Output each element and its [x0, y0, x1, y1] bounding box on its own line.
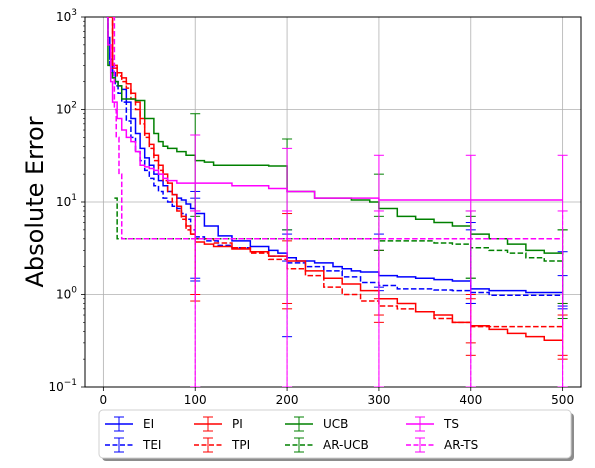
y-tick-label: 102: [56, 101, 77, 117]
legend-item-ar-ts: AR-TS: [406, 437, 478, 453]
errorbar-ar-ts: [465, 210, 476, 387]
series-line-tei: [106, 17, 563, 297]
y-tick-label: 100: [56, 286, 77, 302]
legend-item-ar-ucb: AR-UCB: [285, 437, 369, 453]
y-tick-base: 10: [56, 288, 71, 302]
legend-box: [98, 409, 572, 459]
legend-item-ucb: UCB: [285, 416, 348, 432]
legend-label: TPI: [231, 438, 250, 452]
y-tick-label: 10−1: [48, 378, 77, 394]
legend-label: AR-TS: [444, 438, 478, 452]
y-tick-base: 10: [48, 380, 63, 394]
errorbar-ts: [282, 147, 293, 387]
series-line-ei: [106, 17, 563, 294]
y-tick-base: 10: [56, 103, 71, 117]
y-tick-exponent: 2: [71, 101, 77, 111]
y-tick-exponent: 0: [71, 286, 77, 296]
series-line-pi: [107, 17, 563, 342]
errorbar-ar-ts: [190, 210, 201, 387]
x-tick-label: 500: [551, 393, 574, 407]
series-line-ts: [106, 17, 563, 201]
errorbar-ar-ts: [373, 210, 384, 387]
y-tick-exponent: 3: [71, 8, 77, 18]
y-tick-base: 10: [56, 195, 71, 209]
legend-label: EI: [143, 417, 154, 431]
x-tick-label: 200: [276, 393, 299, 407]
y-tick-exponent: 1: [71, 193, 77, 203]
y-tick-base: 10: [56, 10, 71, 24]
legend-item-pi: PI: [194, 416, 243, 432]
legend-item-ts: TS: [406, 416, 459, 432]
legend-label: TEI: [142, 438, 161, 452]
legend-item-tei: TEI: [105, 437, 161, 453]
legend-item-tpi: TPI: [194, 437, 250, 453]
plot-data: [106, 17, 568, 387]
legend-item-ei: EI: [105, 416, 154, 432]
errorbar-ar-ts: [557, 210, 568, 387]
series-line-ucb: [106, 17, 564, 255]
legend-label: AR-UCB: [323, 438, 369, 452]
grid: [85, 16, 581, 388]
legend: EI TEI PI TPI UCB AR-UCB TS AR-TS: [98, 409, 574, 461]
legend-label: UCB: [323, 417, 348, 431]
series-line-ar-ts: [112, 17, 563, 240]
y-tick-label: 101: [56, 193, 77, 209]
x-tick-label: 100: [184, 393, 207, 407]
y-tick-label: 103: [56, 8, 77, 24]
x-tick-label: 400: [459, 393, 482, 407]
x-tick-label: 300: [367, 393, 390, 407]
errorbar-ts: [190, 134, 201, 387]
y-axis-label: Absolute Error: [21, 116, 49, 287]
y-tick-exponent: −1: [64, 378, 77, 388]
series-line-tpi: [107, 17, 563, 328]
errorbar-ar-ts: [282, 210, 293, 387]
legend-label: TS: [443, 417, 459, 431]
legend-label: PI: [232, 417, 243, 431]
x-tick-label: 0: [100, 393, 108, 407]
